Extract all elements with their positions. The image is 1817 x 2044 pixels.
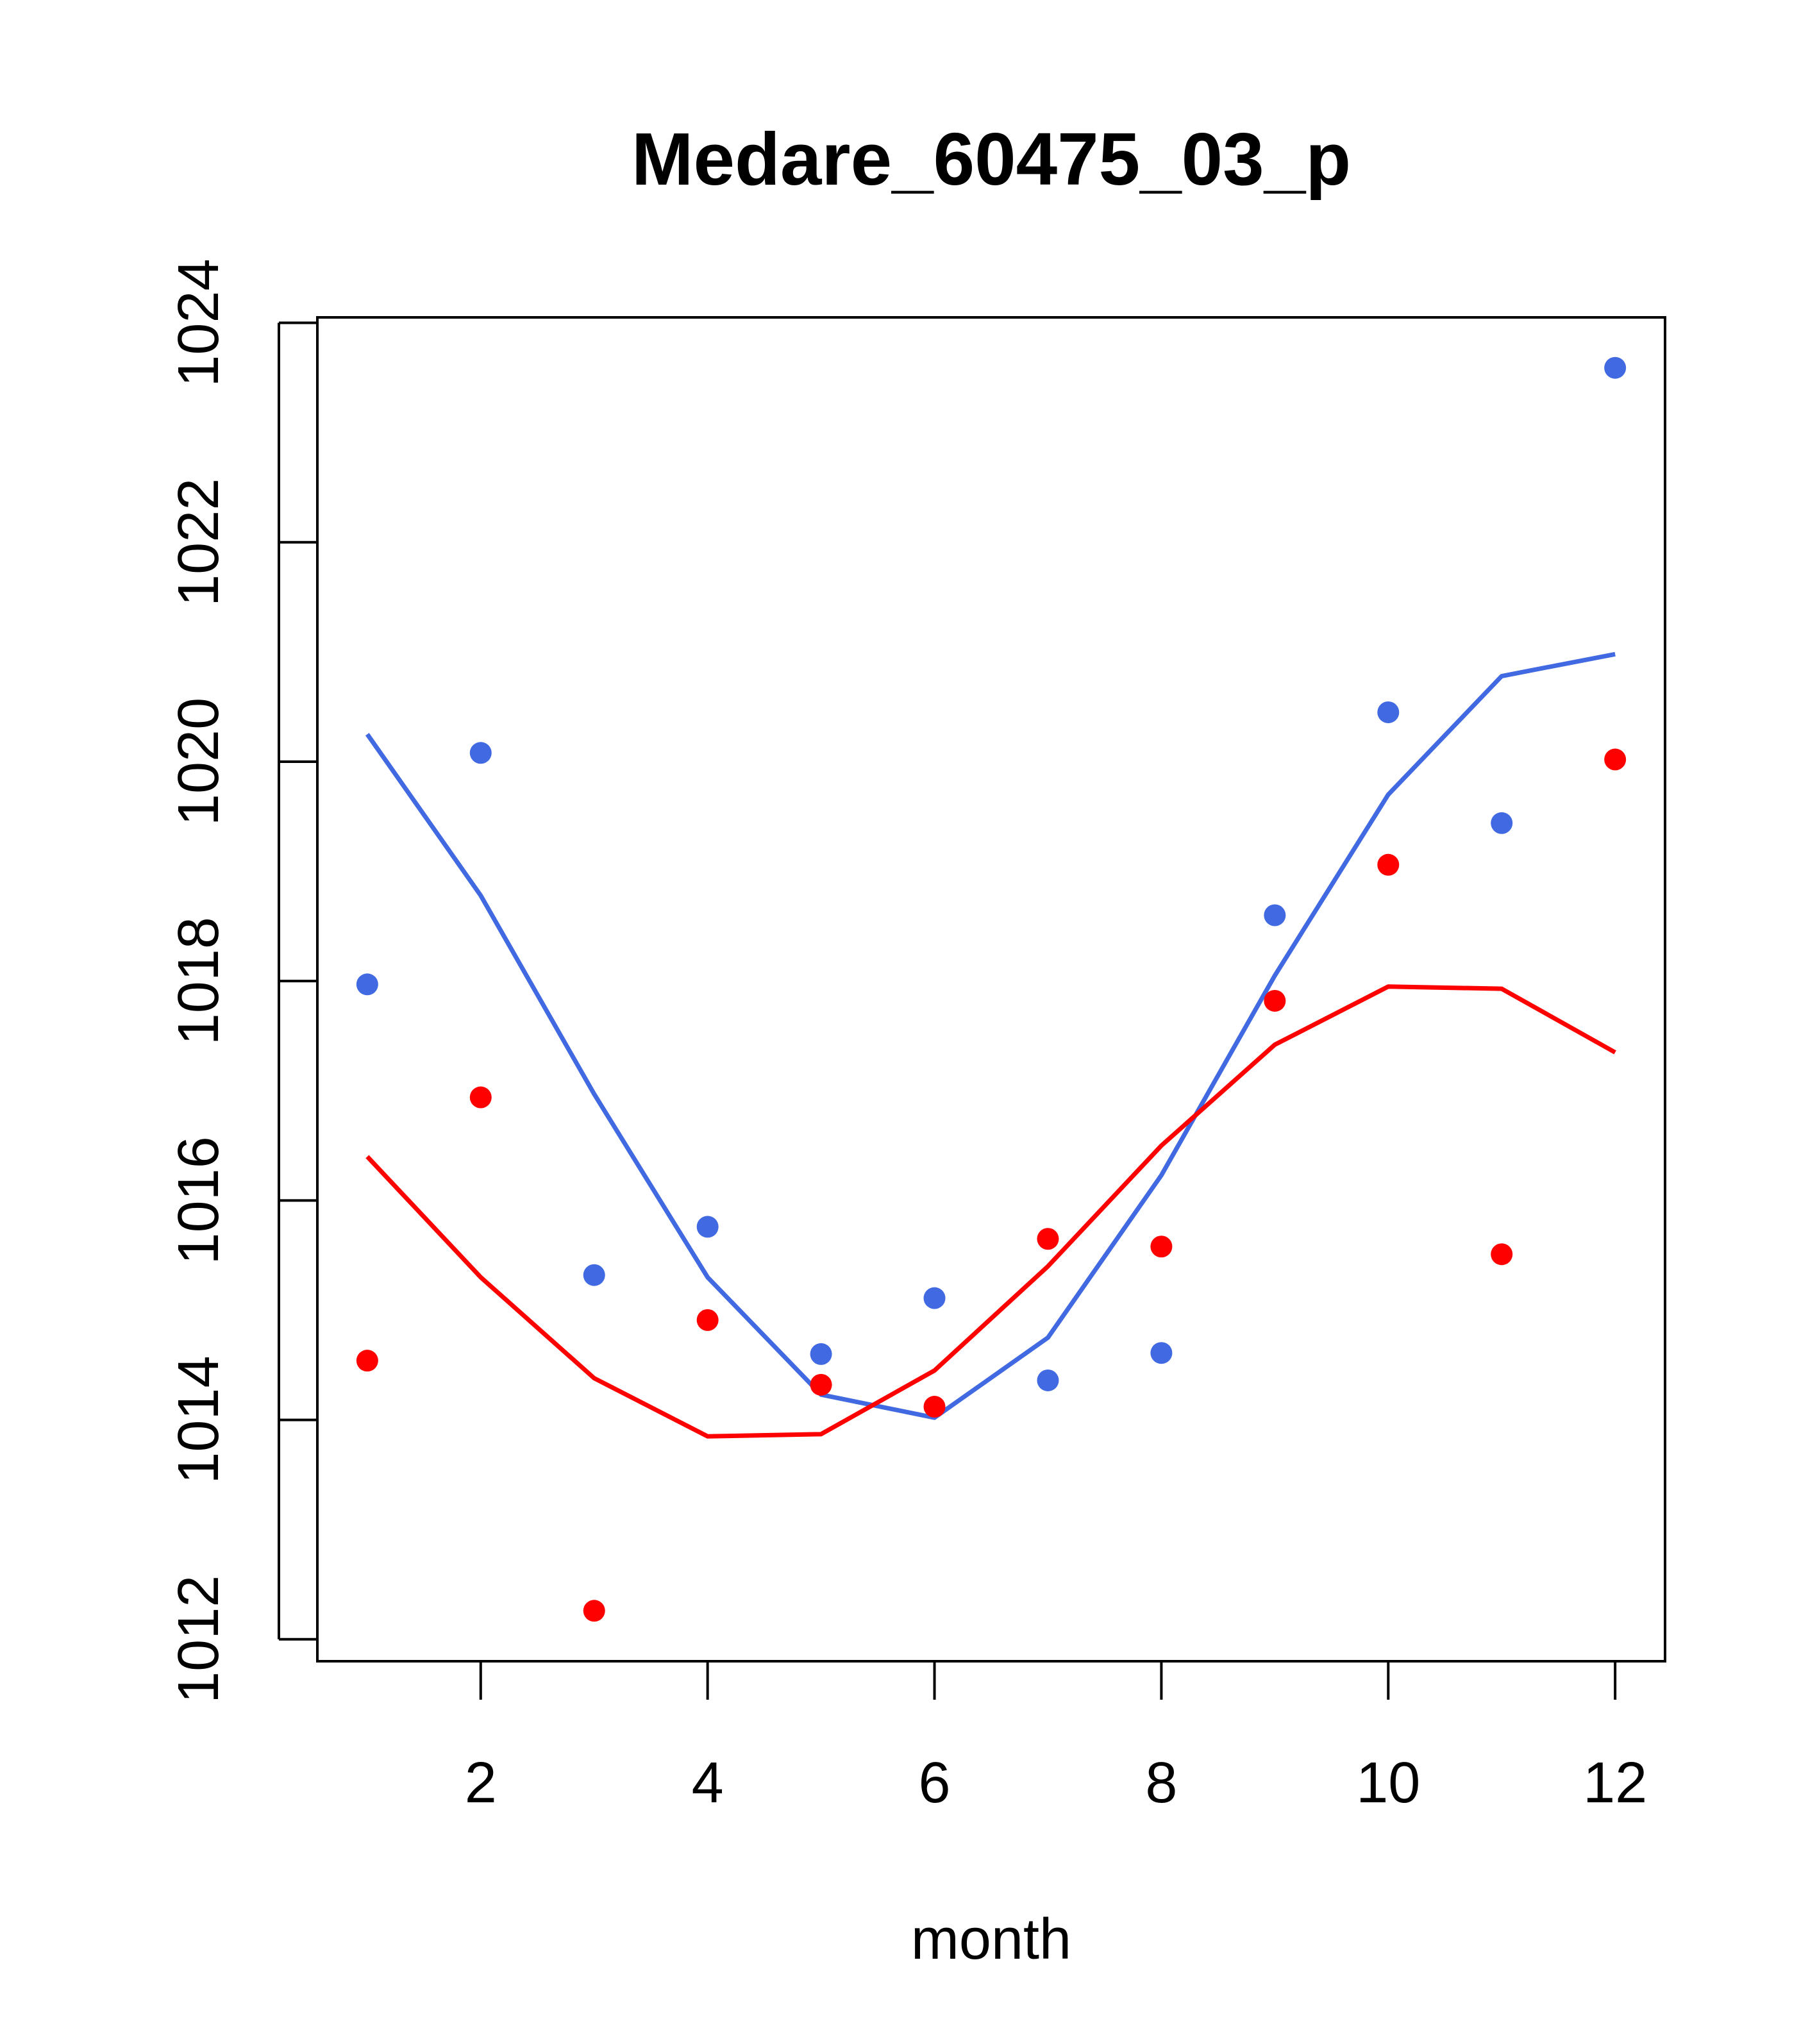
series-lines xyxy=(365,651,1616,1439)
red-points-point xyxy=(696,1309,719,1331)
blue-points-point xyxy=(1604,356,1627,379)
blue-points-point xyxy=(923,1287,946,1309)
y-tick-label: 1018 xyxy=(167,917,231,1045)
y-tick-label: 1012 xyxy=(167,1575,231,1704)
red-points-point xyxy=(810,1373,832,1396)
x-tick-label: 8 xyxy=(1145,1751,1177,1815)
y-tick-label: 1016 xyxy=(167,1136,231,1264)
blue-line-series xyxy=(365,651,1616,1420)
red-line-series xyxy=(365,984,1616,1439)
blue-points-point xyxy=(583,1264,605,1286)
red-points-point xyxy=(356,1350,378,1372)
x-tick-label: 2 xyxy=(465,1751,497,1815)
x-tick-label: 4 xyxy=(692,1751,724,1815)
red-points-point xyxy=(1491,1243,1513,1266)
x-tick-label: 10 xyxy=(1356,1751,1420,1815)
y-tick-label: 1024 xyxy=(167,258,231,387)
red-points-point xyxy=(1377,853,1400,876)
y-axis: 1012 1014 1016 1018 1020 1022 1024 xyxy=(167,258,317,1704)
blue-points-point xyxy=(1037,1369,1059,1391)
x-tick-label: 6 xyxy=(919,1751,951,1815)
red-points-point xyxy=(1264,989,1286,1012)
y-tick-label: 1022 xyxy=(167,478,231,607)
x-axis-label: month xyxy=(911,1907,1071,1972)
red-points-point xyxy=(1150,1236,1173,1258)
series-points xyxy=(356,356,1627,1622)
blue-points-point xyxy=(356,973,378,996)
blue-points-point xyxy=(696,1216,719,1238)
blue-points-point xyxy=(1377,701,1400,723)
blue-points-point xyxy=(1150,1342,1173,1364)
y-tick-label: 1020 xyxy=(167,698,231,826)
blue-points-point xyxy=(1264,904,1286,926)
red-points-point xyxy=(583,1600,605,1622)
y-tick-label: 1014 xyxy=(167,1355,231,1484)
blue-points-point xyxy=(1491,812,1513,834)
red-points-point xyxy=(1604,748,1627,771)
red-points-point xyxy=(923,1396,946,1418)
blue-points-point xyxy=(810,1343,832,1365)
red-points-point xyxy=(1037,1228,1059,1250)
x-tick-label: 12 xyxy=(1583,1751,1647,1815)
red-points-point xyxy=(469,1086,492,1109)
blue-points-point xyxy=(469,742,492,764)
chart-title: Medare_60475_03_p xyxy=(632,117,1351,201)
x-axis: 2 4 6 8 10 12 xyxy=(465,1660,1647,1815)
